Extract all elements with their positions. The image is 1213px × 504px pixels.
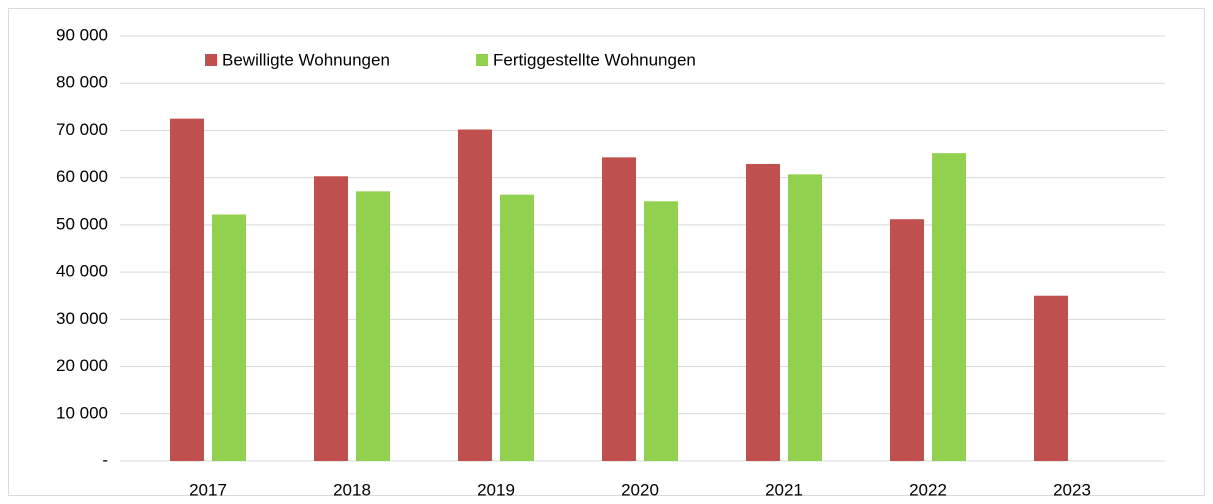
bar — [170, 118, 204, 461]
bar — [356, 191, 390, 461]
bar — [500, 194, 534, 461]
legend-swatch — [205, 54, 217, 66]
bar — [212, 214, 246, 461]
bar — [602, 157, 636, 461]
y-tick-label: 70 000 — [56, 120, 108, 139]
bar — [314, 176, 348, 461]
legend-swatch — [476, 54, 488, 66]
y-tick-label: 10 000 — [56, 403, 108, 422]
bar — [890, 219, 924, 461]
bar — [1034, 295, 1068, 461]
y-tick-label: 60 000 — [56, 167, 108, 186]
x-tick-label: 2021 — [765, 480, 803, 499]
x-tick-label: 2023 — [1053, 480, 1091, 499]
legend-label: Fertiggestellte Wohnungen — [493, 50, 696, 69]
bar — [746, 163, 780, 461]
x-tick-label: 2019 — [477, 480, 515, 499]
bar — [932, 153, 966, 461]
y-tick-label: 90 000 — [56, 25, 108, 44]
y-tick-label: - — [102, 450, 108, 469]
bar — [458, 129, 492, 461]
legend-label: Bewilligte Wohnungen — [222, 50, 390, 69]
bar — [644, 201, 678, 461]
x-tick-label: 2018 — [333, 480, 371, 499]
y-tick-label: 40 000 — [56, 262, 108, 281]
x-tick-label: 2020 — [621, 480, 659, 499]
x-tick-label: 2017 — [189, 480, 227, 499]
bar — [788, 174, 822, 461]
y-tick-label: 50 000 — [56, 214, 108, 233]
y-tick-label: 30 000 — [56, 309, 108, 328]
y-tick-label: 20 000 — [56, 356, 108, 375]
x-tick-label: 2022 — [909, 480, 947, 499]
y-tick-label: 80 000 — [56, 73, 108, 92]
